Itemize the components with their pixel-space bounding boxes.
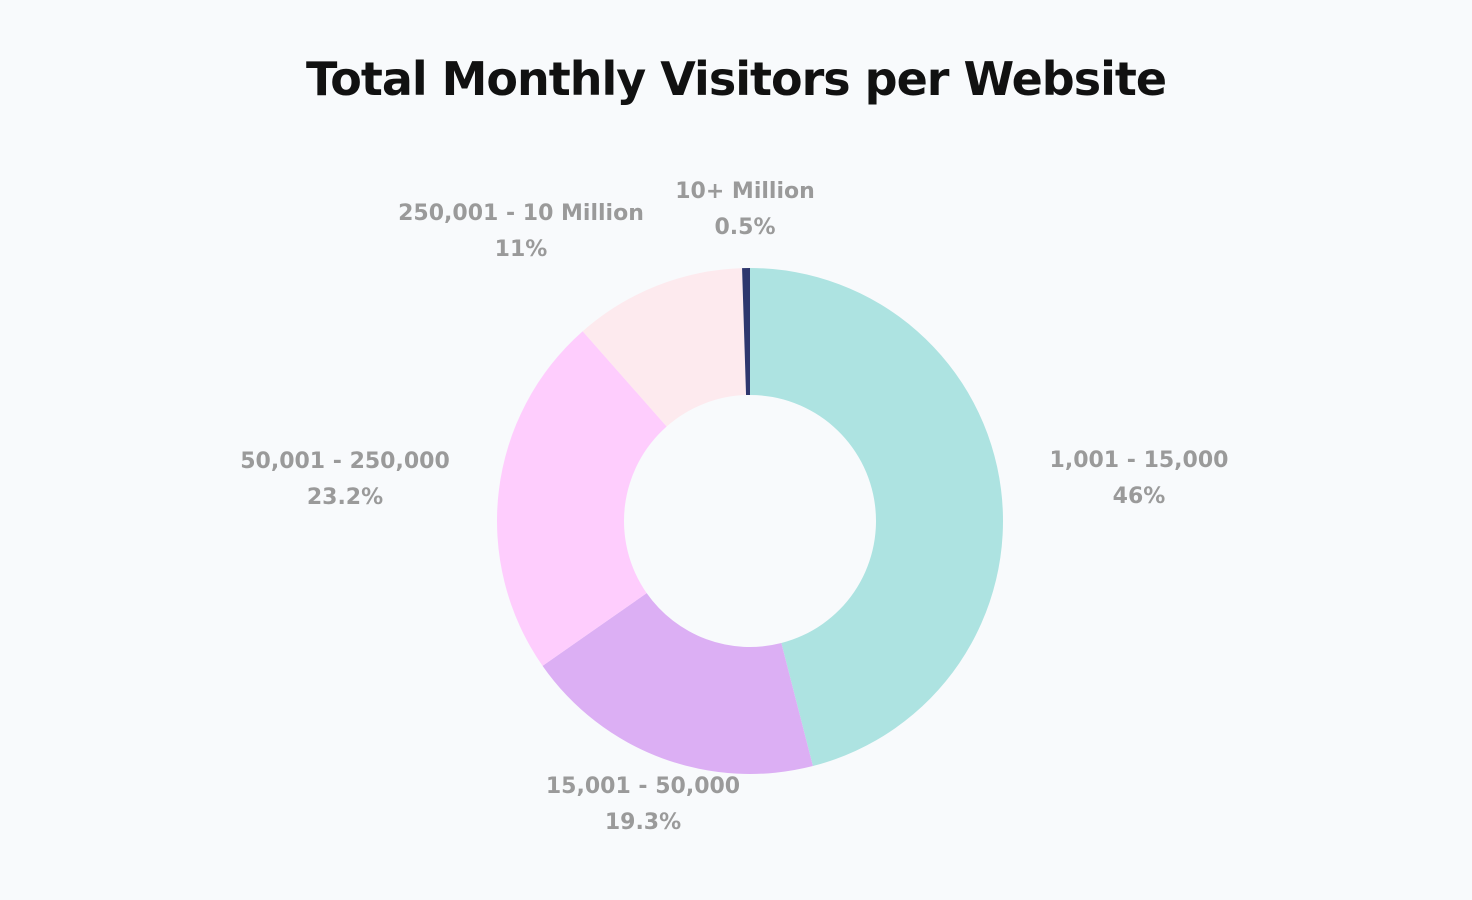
slice-value-label: 23.2%	[307, 485, 383, 510]
slice-label: 1,001 - 15,000	[1050, 448, 1229, 473]
slice-label: 50,001 - 250,000	[240, 449, 450, 474]
slice-value-label: 0.5%	[714, 215, 775, 240]
slice-value-label: 19.3%	[605, 810, 681, 835]
slice-label: 10+ Million	[675, 179, 815, 204]
donut-slice	[542, 593, 813, 774]
chart-title: Total Monthly Visitors per Website	[305, 52, 1167, 106]
slice-value-label: 11%	[495, 237, 548, 262]
slice-label: 15,001 - 50,000	[546, 774, 740, 799]
donut-slice	[496, 331, 667, 666]
slice-label: 250,001 - 10 Million	[398, 201, 644, 226]
donut-slice	[750, 268, 1003, 767]
donut-slice	[742, 268, 750, 396]
slice-value-label: 46%	[1113, 484, 1166, 509]
donut-slice	[582, 268, 747, 427]
